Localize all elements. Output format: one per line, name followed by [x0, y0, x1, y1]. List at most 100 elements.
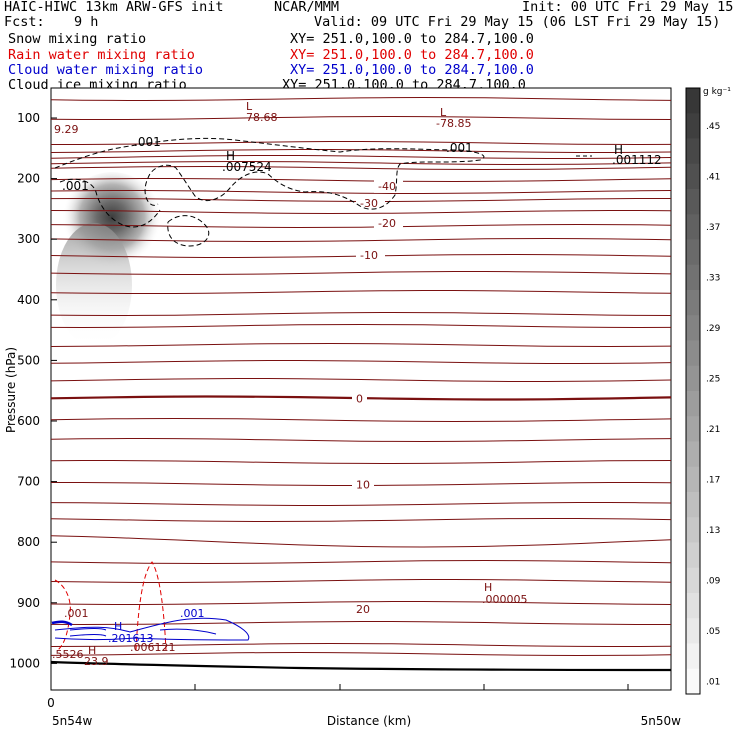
contour-label-rain-1: .001	[64, 607, 89, 620]
x-tick-label-0: 0	[47, 696, 55, 710]
label-high-letter-2: H	[614, 143, 623, 157]
isotherm-line	[50, 210, 672, 215]
header-valid: Valid: 09 UTC Fri 29 May 15 (06 LST Fri …	[314, 14, 721, 30]
cloud-ice-contour-3	[167, 215, 210, 247]
field-label-snow: Snow mixing ratio	[8, 31, 147, 47]
y-tick-label-200: 200	[17, 172, 40, 186]
colorbar-frame	[685, 87, 701, 695]
field-xy-cloudwater: XY= 251.0,100.0 to 284.7,100.0	[290, 62, 534, 78]
colorbar-label: .05	[706, 627, 720, 637]
isotherm-line	[50, 621, 671, 626]
isotherm-line	[50, 149, 672, 153]
field-xy-snow: XY= 251.0,100.0 to 284.7,100.0	[290, 31, 534, 47]
field-xy-rain: XY= 251.0,100.0 to 284.7,100.0	[290, 47, 534, 63]
isotherm-line	[50, 535, 672, 548]
colorbar-swatch	[686, 239, 700, 266]
contour-label-ice-2: .001	[62, 179, 89, 193]
header-title: HAIC-HIWC 13km ARW-GFS init	[4, 0, 224, 15]
isotherm-label: -30	[360, 197, 378, 210]
terrain-line	[50, 660, 672, 672]
isotherm-label-bg	[352, 478, 374, 492]
isotherm-line	[50, 165, 672, 171]
colorbar-swatch	[686, 466, 700, 493]
colorbar-swatch	[686, 593, 700, 619]
isotherm-line	[50, 518, 672, 523]
cloud-water-contour-top	[51, 620, 73, 627]
label-high-value-4: .201613	[108, 632, 154, 645]
isotherm-label: 10	[356, 479, 370, 492]
isotherm-label-bg	[356, 248, 385, 262]
contour-label-rain-top: 9.29	[54, 123, 79, 136]
label-low-letter-1: L	[246, 100, 253, 113]
isotherm-label-bg	[352, 602, 374, 616]
temperature-contours: -40-30-20 -10 0 10 20	[50, 96, 672, 657]
colorbar-label: .25	[706, 374, 720, 384]
isotherm-line	[50, 290, 672, 294]
colorbar-swatch	[686, 163, 700, 190]
y-tick-label-600: 600	[17, 414, 40, 428]
cloud-ice-contour	[54, 137, 485, 210]
plot-frame	[50, 87, 672, 691]
rain-contour-2	[135, 561, 167, 651]
header-init: Init: 00 UTC Fri 29 May 15	[522, 0, 734, 15]
x-end-label-left: 5n54w	[52, 714, 93, 728]
label-high-value-5: 23.9	[84, 655, 109, 668]
cloud-water-contour-inner-2	[159, 628, 217, 635]
isotherm-label-bg	[352, 392, 367, 406]
header-fcst-value: 9 h	[74, 14, 99, 30]
isotherm-line	[50, 559, 672, 565]
y-tick-label-500: 500	[17, 353, 40, 367]
y-tick-label-700: 700	[17, 475, 40, 489]
isotherm-line	[50, 178, 672, 183]
isotherm-line	[50, 437, 672, 443]
field-label-rain: Rain water mixing ratio	[8, 47, 195, 63]
isotherm-label: -10	[360, 249, 378, 262]
colorbar-label: .17	[706, 475, 720, 485]
field-label-cloudwater: Cloud water mixing ratio	[8, 62, 204, 78]
isotherm-line	[50, 96, 672, 102]
colorbar-label: .41	[706, 172, 720, 182]
cloud-water-contour-outer	[54, 617, 250, 641]
label-high-value-3: .000005	[482, 593, 528, 606]
colorbar-swatch	[686, 492, 700, 518]
contour-label-rain-3: .5526	[52, 648, 84, 661]
colorbar-swatch	[686, 189, 700, 215]
isotherm-label: 0	[356, 393, 363, 406]
label-high-letter-4: H	[114, 620, 122, 633]
label-high-letter-1: H	[226, 149, 235, 163]
isotherm-line	[50, 271, 672, 275]
isotherm-line	[51, 141, 672, 146]
isotherm-label-bg	[356, 196, 385, 210]
colorbar-swatch	[686, 391, 700, 417]
y-tick-label-100: 100	[17, 111, 40, 125]
colorbar-swatch	[686, 618, 700, 644]
isotherm-line	[50, 502, 672, 506]
isotherm-line	[50, 579, 672, 583]
isotherm-line	[50, 460, 672, 465]
isotherm-line	[50, 311, 672, 317]
isotherm-line	[50, 601, 672, 605]
colorbar-swatch	[686, 264, 700, 291]
label-high-letter-5: H	[88, 644, 96, 657]
colorbar-swatch	[686, 290, 700, 316]
colorbar-label: .13	[706, 526, 720, 536]
isotherm-line	[50, 417, 672, 423]
isotherm-line	[50, 155, 672, 159]
isotherm-line	[50, 223, 672, 229]
label-low-value-1: -78.68	[242, 111, 277, 124]
colorbar-label: .21	[706, 425, 720, 435]
contour-label-ice-3: .001	[446, 141, 473, 155]
isotherm-line	[50, 160, 672, 166]
colorbar-swatch	[686, 365, 700, 392]
colorbar-swatch	[686, 340, 700, 367]
colorbar-swatch	[686, 441, 700, 468]
colorbar-label: .29	[706, 324, 721, 334]
y-tick-label-400: 400	[17, 293, 40, 307]
y-tick-label-300: 300	[17, 232, 40, 246]
colorbar-swatch	[686, 517, 700, 543]
colorbar-label: .01	[706, 677, 720, 687]
snow-shading-tail	[56, 223, 132, 347]
isotherm-line	[50, 342, 672, 348]
contour-label-cloud-water: .001	[180, 607, 205, 620]
